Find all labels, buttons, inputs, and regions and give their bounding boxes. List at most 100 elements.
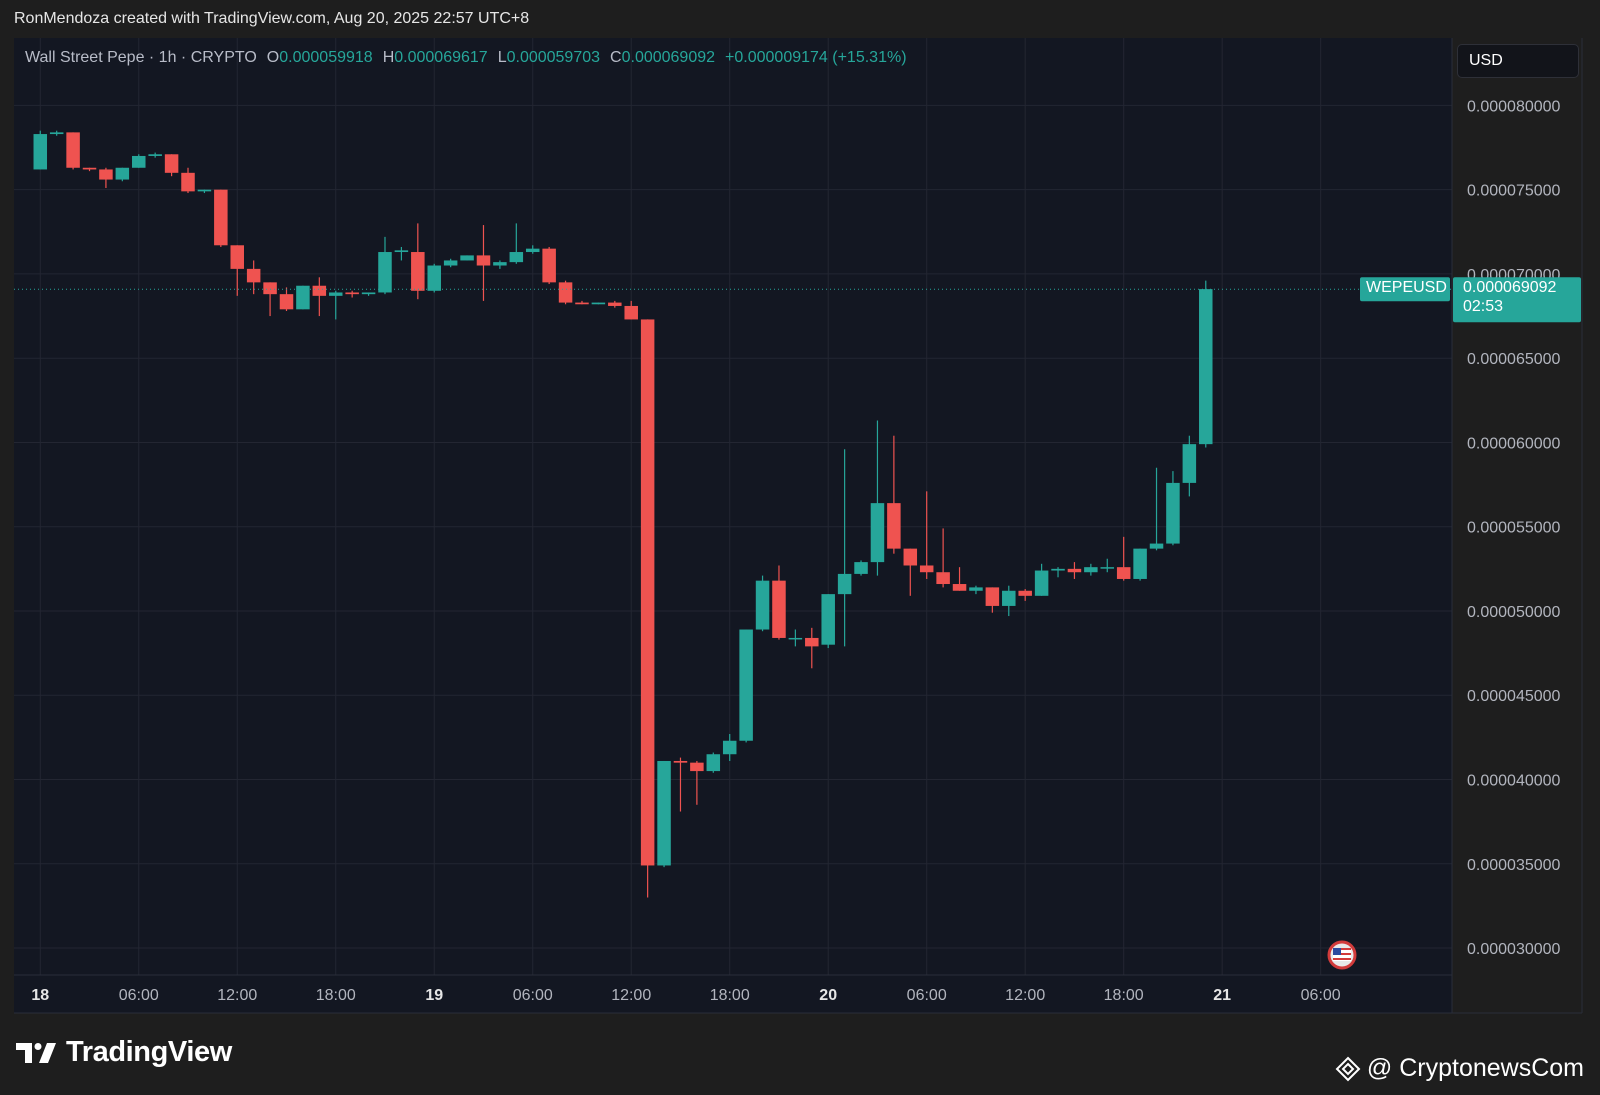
candle-body xyxy=(936,572,950,585)
candle-down xyxy=(476,225,491,301)
candle-body xyxy=(1084,567,1098,573)
candle-body xyxy=(1067,568,1082,573)
economic-event-icon[interactable] xyxy=(1327,940,1357,970)
price-tick-label: 0.000045000 xyxy=(1467,688,1561,705)
candle-body xyxy=(887,503,901,549)
candle-down xyxy=(82,167,97,172)
time-tick-label: 21 xyxy=(1213,987,1231,1004)
candle-body xyxy=(312,285,327,296)
candle-body xyxy=(755,580,770,630)
time-tick-label: 20 xyxy=(819,987,837,1004)
candle-body xyxy=(1199,289,1213,445)
candle-up xyxy=(591,302,606,305)
candle-body xyxy=(132,155,146,168)
candle-up xyxy=(1166,471,1180,546)
candle-body xyxy=(33,134,48,170)
candle-down xyxy=(1018,589,1032,601)
chart-credit: RonMendoza created with TradingView.com,… xyxy=(14,10,530,27)
candle-down xyxy=(887,435,901,554)
candle-body xyxy=(903,548,918,566)
candle-body xyxy=(509,252,524,263)
candle-down xyxy=(575,300,589,305)
candle-body xyxy=(690,762,704,772)
candle-body xyxy=(197,189,212,192)
candle-body xyxy=(361,292,376,295)
candle-body xyxy=(49,132,64,135)
candle-body xyxy=(624,305,638,320)
candle-body xyxy=(969,587,983,591)
candle-body xyxy=(279,294,294,310)
candle-down xyxy=(952,567,967,591)
candle-body xyxy=(427,265,441,291)
candle-down xyxy=(542,246,556,285)
binance-diamond-icon xyxy=(1335,1056,1361,1081)
candle-body xyxy=(99,169,113,180)
time-tick-label: 18:00 xyxy=(1104,987,1144,1004)
price-tag-countdown: 02:53 xyxy=(1463,298,1504,316)
candle-up xyxy=(115,167,130,182)
price-axis[interactable]: 0.0000800000.0000750000.0000700000.00006… xyxy=(1467,98,1561,958)
candle-down xyxy=(345,290,359,298)
candle-body xyxy=(952,584,967,591)
candle-body xyxy=(246,268,261,283)
legend-close-value: 0.000069092 xyxy=(621,49,716,66)
candle-body xyxy=(657,760,671,866)
candle-body xyxy=(181,172,195,192)
candle-down xyxy=(805,627,819,669)
candle-body xyxy=(575,302,589,305)
candle-up xyxy=(1084,563,1098,576)
candle-down xyxy=(919,491,934,579)
candle-body xyxy=(443,260,458,266)
candle-up xyxy=(49,130,64,136)
candle-down xyxy=(985,587,1000,613)
legend-symbol[interactable]: Wall Street Pepe · 1h · CRYPTO xyxy=(25,49,257,66)
watermark-text: @ CryptonewsCom xyxy=(1366,1054,1584,1082)
time-tick-label: 18 xyxy=(31,987,49,1004)
price-tag-symbol: WEPEUSD xyxy=(1366,279,1447,297)
candle-down xyxy=(279,287,294,312)
tradingview-brand[interactable]: TradingView xyxy=(16,1036,232,1069)
candle-body xyxy=(115,167,130,180)
candle-down xyxy=(181,167,195,194)
candle-up xyxy=(443,258,458,268)
brand-name: TradingView xyxy=(66,1036,232,1068)
candle-body xyxy=(82,167,97,170)
candle-down xyxy=(772,565,786,640)
candle-up xyxy=(460,255,474,261)
candle-down xyxy=(66,132,80,170)
candle-up xyxy=(1002,585,1016,617)
candle-up xyxy=(493,260,507,269)
price-tick-label: 0.000055000 xyxy=(1467,520,1561,537)
candle-down xyxy=(99,167,113,188)
legend-open-value: 0.000059918 xyxy=(279,49,373,66)
candle-body xyxy=(706,754,721,772)
candle-body xyxy=(148,154,162,156)
time-axis[interactable]: 18 06:00 12:00 18:00 19 06:00 12:00 18:00 20 06:0… xyxy=(31,987,1340,1004)
candle-body xyxy=(837,573,852,595)
candle-up xyxy=(821,594,835,649)
candle-up xyxy=(378,236,392,295)
candle-body xyxy=(558,282,573,303)
candle-up xyxy=(394,246,409,261)
candle-body xyxy=(821,594,835,645)
candle-body xyxy=(411,252,425,291)
candle-body xyxy=(591,302,606,305)
candle-body xyxy=(1166,482,1180,544)
candle-up xyxy=(969,585,983,595)
currency-selector[interactable]: USD xyxy=(1457,44,1579,78)
price-tick-label: 0.000030000 xyxy=(1467,941,1561,958)
candle-body xyxy=(1051,568,1065,571)
vertical-grid xyxy=(39,38,1322,975)
candle-up xyxy=(197,189,212,194)
legend-low-value: 0.000059703 xyxy=(506,49,601,66)
candle-down xyxy=(608,300,622,308)
candle-body xyxy=(854,562,868,574)
candle-up xyxy=(1133,548,1147,581)
legend-change: +0.000009174 (+15.31%) xyxy=(725,49,907,66)
candle-body xyxy=(1034,570,1049,596)
candle-up xyxy=(1051,567,1065,578)
candle-up xyxy=(657,760,671,868)
candle-body xyxy=(1100,567,1115,569)
candle-body xyxy=(788,637,803,640)
